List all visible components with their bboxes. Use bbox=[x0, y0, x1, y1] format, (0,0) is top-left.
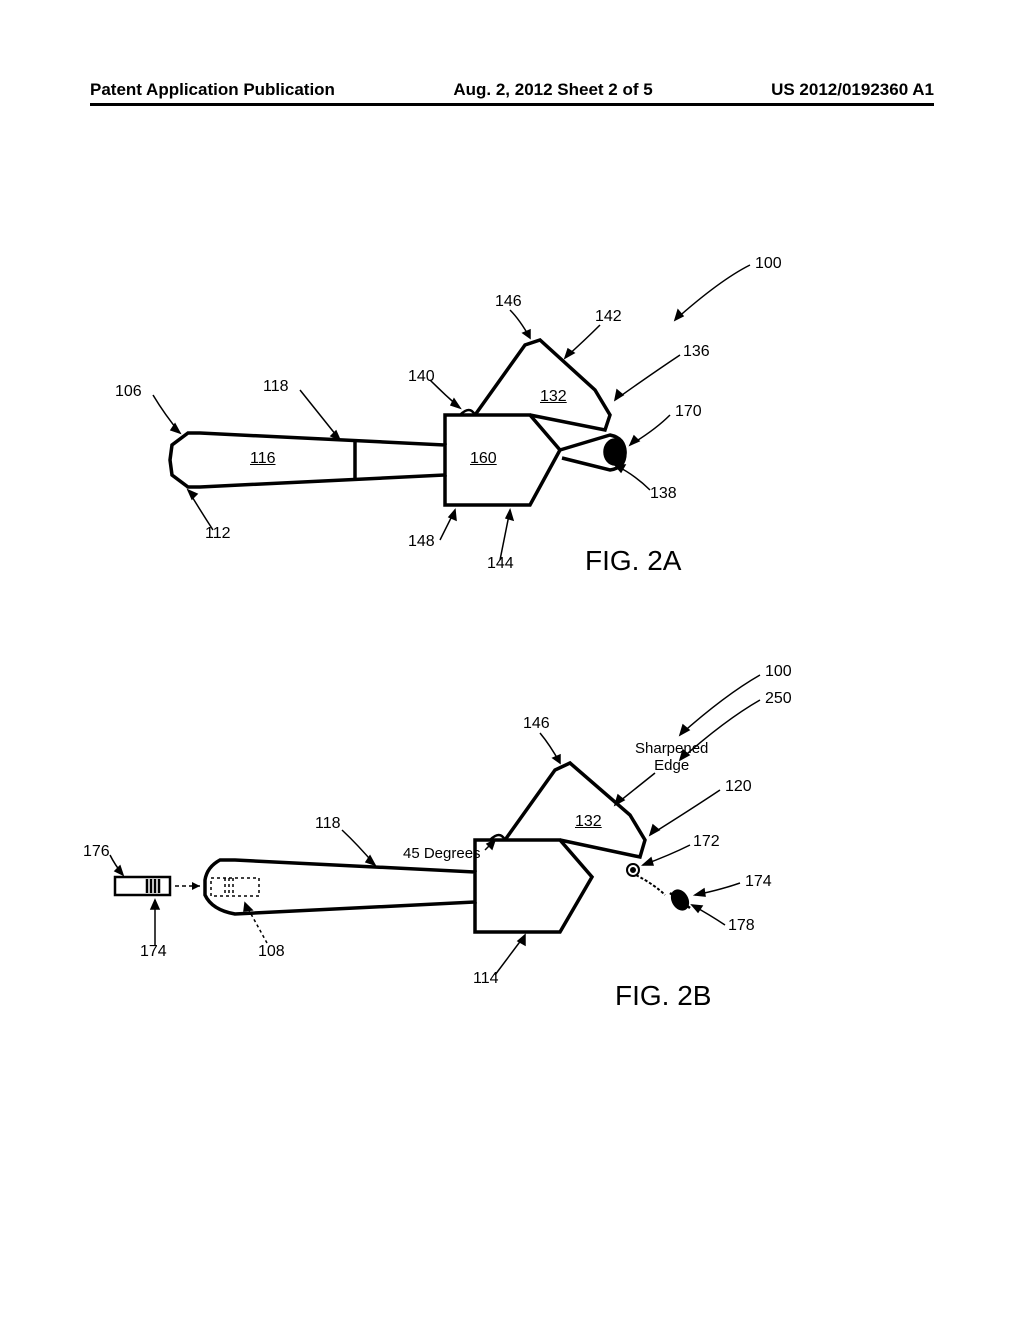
ref-132-a: 132 bbox=[540, 388, 567, 406]
ref-114-b: 114 bbox=[473, 970, 499, 988]
ref-170-a: 170 bbox=[675, 403, 702, 421]
fig-2a-label: FIG. 2A bbox=[585, 545, 681, 577]
header-left: Patent Application Publication bbox=[90, 80, 335, 100]
ref-120-b: 120 bbox=[725, 778, 752, 796]
ref-106-a: 106 bbox=[115, 383, 142, 401]
ref-146-a: 146 bbox=[495, 293, 522, 311]
ref-118-b: 118 bbox=[315, 815, 341, 833]
drawing-2b bbox=[0, 645, 1024, 1045]
ref-138-a: 138 bbox=[650, 485, 677, 503]
figure-2a: 100 146 142 136 170 138 132 160 116 140 … bbox=[0, 250, 1024, 620]
ref-174a: 174 bbox=[140, 943, 167, 961]
ref-118-a: 118 bbox=[263, 378, 289, 396]
ref-172-b: 172 bbox=[693, 833, 720, 851]
ref-116-a: 116 bbox=[250, 450, 276, 468]
annotation-edge: Sharpened Edge bbox=[635, 740, 708, 774]
ref-100-b: 100 bbox=[765, 663, 792, 681]
ref-250-b: 250 bbox=[765, 690, 792, 708]
figure-2b: 100 250 146 Sharpened Edge 120 132 172 1… bbox=[0, 645, 1024, 1045]
header-border bbox=[90, 103, 934, 106]
ref-148-a: 148 bbox=[408, 533, 435, 551]
ref-100-a: 100 bbox=[755, 255, 782, 273]
ref-132-b: 132 bbox=[575, 813, 602, 831]
ref-140-a: 140 bbox=[408, 368, 435, 386]
fig-2b-label: FIG. 2B bbox=[615, 980, 711, 1012]
header-center: Aug. 2, 2012 Sheet 2 of 5 bbox=[453, 80, 652, 100]
ref-136-a: 136 bbox=[683, 343, 710, 361]
ref-160-a: 160 bbox=[470, 450, 497, 468]
ref-142-a: 142 bbox=[595, 308, 622, 326]
ref-174b: 174 bbox=[745, 873, 772, 891]
header-right: US 2012/0192360 A1 bbox=[771, 80, 934, 100]
ref-144-a: 144 bbox=[487, 555, 514, 573]
page-header: Patent Application Publication Aug. 2, 2… bbox=[0, 80, 1024, 100]
ref-178-b: 178 bbox=[728, 917, 755, 935]
ref-146-b: 146 bbox=[523, 715, 550, 733]
ref-108-b: 108 bbox=[258, 943, 285, 961]
annotation-angle: 45 Degrees bbox=[403, 845, 481, 862]
ref-112-a: 112 bbox=[205, 525, 231, 543]
ref-176-b: 176 bbox=[83, 843, 110, 861]
